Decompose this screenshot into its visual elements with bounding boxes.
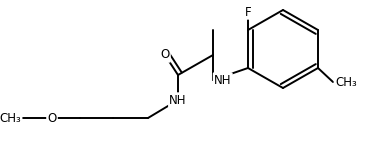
Text: F: F — [245, 5, 251, 19]
Text: NH: NH — [214, 74, 231, 87]
Text: O: O — [47, 111, 57, 125]
Text: CH₃: CH₃ — [0, 111, 21, 125]
Text: CH₃: CH₃ — [335, 76, 357, 88]
Text: NH: NH — [169, 93, 187, 106]
Text: O: O — [160, 48, 170, 61]
